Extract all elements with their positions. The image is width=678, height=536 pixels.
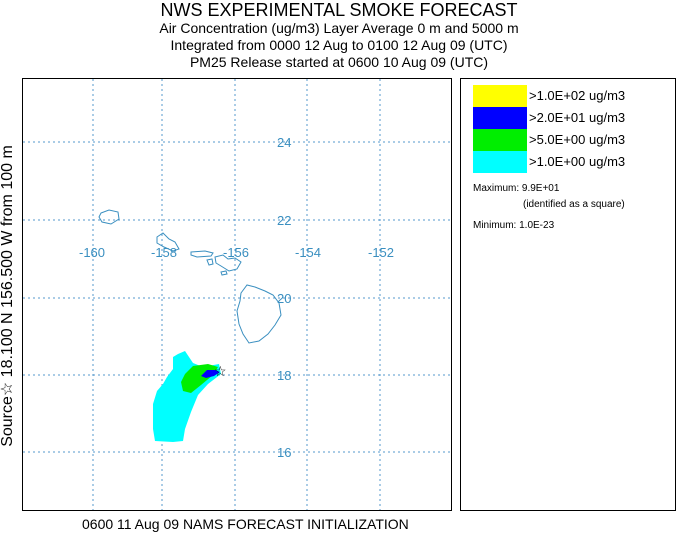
- lat-label: 18: [277, 368, 291, 383]
- legend-panel: >1.0E+02 ug/m3 >2.0E+01 ug/m3 >5.0E+00 u…: [460, 78, 676, 511]
- longitude-gridlines: [92, 79, 381, 510]
- forecast-initialization-footer: 0600 11 Aug 09 NAMS FORECAST INITIALIZAT…: [82, 516, 409, 532]
- lat-label: 24: [277, 135, 291, 150]
- latitude-gridlines: [23, 141, 451, 453]
- plume-blue-contour: [201, 370, 220, 378]
- legend-label: >1.0E+02 ug/m3: [529, 88, 626, 103]
- latitude-labels: 24 22 20 18 16: [277, 135, 291, 460]
- legend-label: >5.0E+00 ug/m3: [529, 132, 626, 147]
- maximum-note: (identified as a square): [523, 199, 625, 210]
- map-title: NWS EXPERIMENTAL SMOKE FORECAST: [160, 0, 518, 20]
- island-lanai: [206, 258, 214, 266]
- lon-label: -160: [79, 245, 105, 260]
- legend-label: >1.0E+00 ug/m3: [529, 154, 626, 169]
- source-location-label: Source☆ 18.100 N 156.500 W from 100 m: [0, 145, 16, 447]
- subtitle-concentration: Air Concentration (ug/m3) Layer Average …: [159, 20, 519, 36]
- lon-label: -158: [151, 245, 177, 260]
- island-maui: [214, 254, 242, 272]
- legend-swatch: [473, 107, 527, 129]
- legend-swatch: [473, 85, 527, 107]
- legend-swatch: [473, 129, 527, 151]
- maximum-value: Maximum: 9.9E+01: [473, 183, 560, 194]
- subtitle-integration: Integrated from 0000 12 Aug to 0100 12 A…: [170, 37, 508, 53]
- coastlines: [98, 209, 282, 344]
- longitude-labels: -160 -158 -156 -154 -152: [79, 245, 394, 260]
- island-kahoolawe: [220, 270, 228, 276]
- lat-label: 22: [277, 213, 291, 228]
- lon-label: -152: [368, 245, 394, 260]
- lon-label: -154: [295, 245, 321, 260]
- map-canvas: ☆ -160 -158 -156 -154 -152 24 22 20 18 1…: [23, 79, 451, 510]
- island-kauai: [98, 209, 120, 225]
- minimum-value: Minimum: 1.0E-23: [473, 220, 555, 231]
- legend-swatch: [473, 151, 527, 173]
- lat-label: 20: [277, 291, 291, 306]
- subtitle-release: PM25 Release started at 0600 10 Aug 09 (…: [189, 54, 489, 70]
- lat-label: 16: [277, 445, 291, 460]
- legend-label: >2.0E+01 ug/m3: [529, 110, 626, 125]
- map-panel: ☆ -160 -158 -156 -154 -152 24 22 20 18 1…: [22, 78, 452, 511]
- plume-cyan-contour: [153, 351, 221, 442]
- island-hawaii: [236, 284, 282, 344]
- island-molokai: [190, 250, 214, 258]
- lon-label: -156: [223, 245, 249, 260]
- source-star-icon: ☆: [214, 363, 227, 379]
- island-oahu: [156, 232, 180, 252]
